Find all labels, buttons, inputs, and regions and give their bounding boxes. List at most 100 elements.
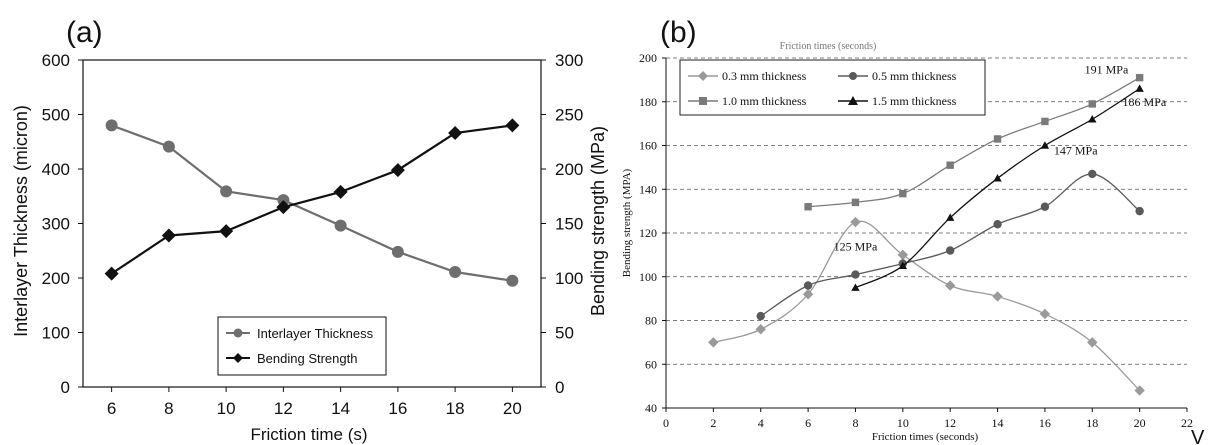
data-point (993, 135, 1002, 143)
x-tick-label: 18 (1086, 416, 1098, 430)
x-tick-label: 16 (388, 399, 407, 418)
data-point (802, 289, 814, 300)
right-y-tick-label: 300 (555, 51, 583, 70)
data-point (993, 174, 1002, 182)
panel-a-legend-box (217, 316, 387, 376)
x-tick-label: 18 (446, 399, 465, 418)
series-line-1-5-mm-thickness (855, 88, 1140, 289)
y-tick-label: 80 (645, 314, 657, 328)
panel-b-top-cut-text: Friction times (seconds) (780, 41, 877, 52)
data-point (755, 324, 766, 335)
legend-10-marker (699, 97, 707, 105)
left-y-tick-label: 500 (42, 106, 70, 125)
panel-a-right-y-axis-label: Bending strength (MPa) (588, 126, 608, 316)
data-point (276, 200, 291, 215)
x-tick-label: 16 (1039, 416, 1051, 430)
data-point (1088, 100, 1096, 108)
data-point (505, 118, 520, 133)
data-point (1087, 337, 1098, 348)
data-point (1135, 84, 1144, 92)
series-line-1-0-mm-thickness (808, 77, 1140, 208)
legend-15-marker (848, 96, 858, 105)
x-tick-label: 10 (897, 416, 909, 430)
data-point (898, 261, 908, 270)
x-tick-label: 8 (164, 399, 173, 418)
panel-b-legend-box (679, 59, 986, 116)
panel-b-grid (666, 57, 1187, 365)
left-y-tick-label: 600 (42, 51, 70, 70)
panel-b-label: (b) (660, 16, 697, 49)
data-point (708, 337, 719, 348)
data-point (993, 220, 1002, 229)
annotation-label: 125 MPa (834, 240, 878, 254)
panel-b-y-ticks: 40 60 80 100 120 140 160 180 200 (639, 51, 666, 415)
series-line-0-3-mm-thickness (713, 220, 1141, 391)
data-point (1040, 141, 1050, 149)
right-y-tick-label: 0 (555, 378, 564, 397)
x-tick-label: 12 (944, 416, 956, 430)
x-tick-label: 10 (217, 399, 236, 418)
data-point (804, 203, 812, 211)
x-tick-label: 6 (107, 399, 116, 418)
right-y-tick-label: 150 (555, 215, 583, 234)
panel-a-right-y-ticks: 0 50 100 150 200 250 300 (541, 51, 583, 397)
data-point (1135, 73, 1144, 82)
right-y-tick-label: 200 (555, 160, 583, 179)
left-y-tick-label: 200 (42, 269, 70, 288)
data-point (506, 274, 519, 287)
data-point (391, 245, 404, 258)
annotation-label: 186 MPa (1123, 95, 1167, 109)
panel-a-series (104, 118, 520, 287)
annotation-label: 147 MPa (1054, 143, 1098, 157)
panel-b-x-axis-label: Friction times (seconds) (872, 431, 979, 443)
x-tick-label: 22 (1181, 416, 1193, 430)
left-y-tick-label: 300 (42, 215, 70, 234)
annotation-label: 191 MPa (1085, 62, 1129, 76)
x-tick-label: 20 (1134, 416, 1146, 430)
panel-b-legend: 0.3 mm thickness 0.5 mm thickness 1.0 mm… (679, 59, 986, 116)
data-point (851, 198, 860, 207)
legend-15-label: 1.5 mm thickness (872, 94, 957, 108)
data-point (1134, 385, 1145, 396)
series-line-bending (111, 124, 513, 275)
data-point (1088, 169, 1097, 179)
panel-a-label: (a) (66, 16, 103, 49)
data-point (851, 270, 860, 279)
stray-letter: V (1191, 427, 1205, 445)
x-tick-label: 14 (992, 416, 1004, 430)
data-point (1039, 308, 1051, 320)
legend-03-marker (698, 71, 708, 81)
data-point (945, 213, 955, 221)
y-tick-label: 60 (645, 357, 657, 371)
y-tick-label: 40 (645, 401, 657, 415)
data-point (220, 185, 233, 198)
panel-b: (b) Friction times (seconds) 0 2 4 6 8 10 12 14… (621, 16, 1193, 443)
legend-interlayer-label: Interlayer Thickness (257, 326, 374, 341)
data-point (899, 189, 907, 198)
panel-a-left-y-axis-label: Interlayer Thickness (micron) (11, 105, 31, 337)
legend-05-label: 0.5 mm thickness (872, 69, 957, 83)
legend-05-marker (849, 72, 857, 80)
left-y-tick-label: 400 (42, 160, 70, 179)
data-point (162, 140, 175, 153)
x-tick-label: 2 (710, 416, 716, 430)
y-tick-label: 160 (639, 139, 657, 153)
data-point (161, 228, 176, 243)
x-tick-label: 4 (758, 416, 764, 430)
panel-b-y-axis-label: Bending strength (MPA) (621, 168, 633, 277)
right-y-tick-label: 250 (555, 106, 583, 125)
panel-b-series (708, 73, 1145, 396)
y-tick-label: 100 (639, 270, 657, 284)
y-tick-label: 140 (639, 182, 657, 196)
series-line-interlayer (111, 124, 513, 282)
data-point (1135, 206, 1144, 216)
data-point (850, 216, 861, 228)
legend-interlayer-marker (233, 328, 243, 338)
data-point (756, 311, 765, 321)
x-tick-label: 14 (331, 399, 350, 418)
data-point (992, 291, 1003, 302)
data-point (448, 126, 463, 141)
right-y-tick-label: 100 (555, 269, 583, 288)
panel-b-annotations: 191 MPa 186 MPa 147 MPa 125 MPa (834, 62, 1167, 253)
